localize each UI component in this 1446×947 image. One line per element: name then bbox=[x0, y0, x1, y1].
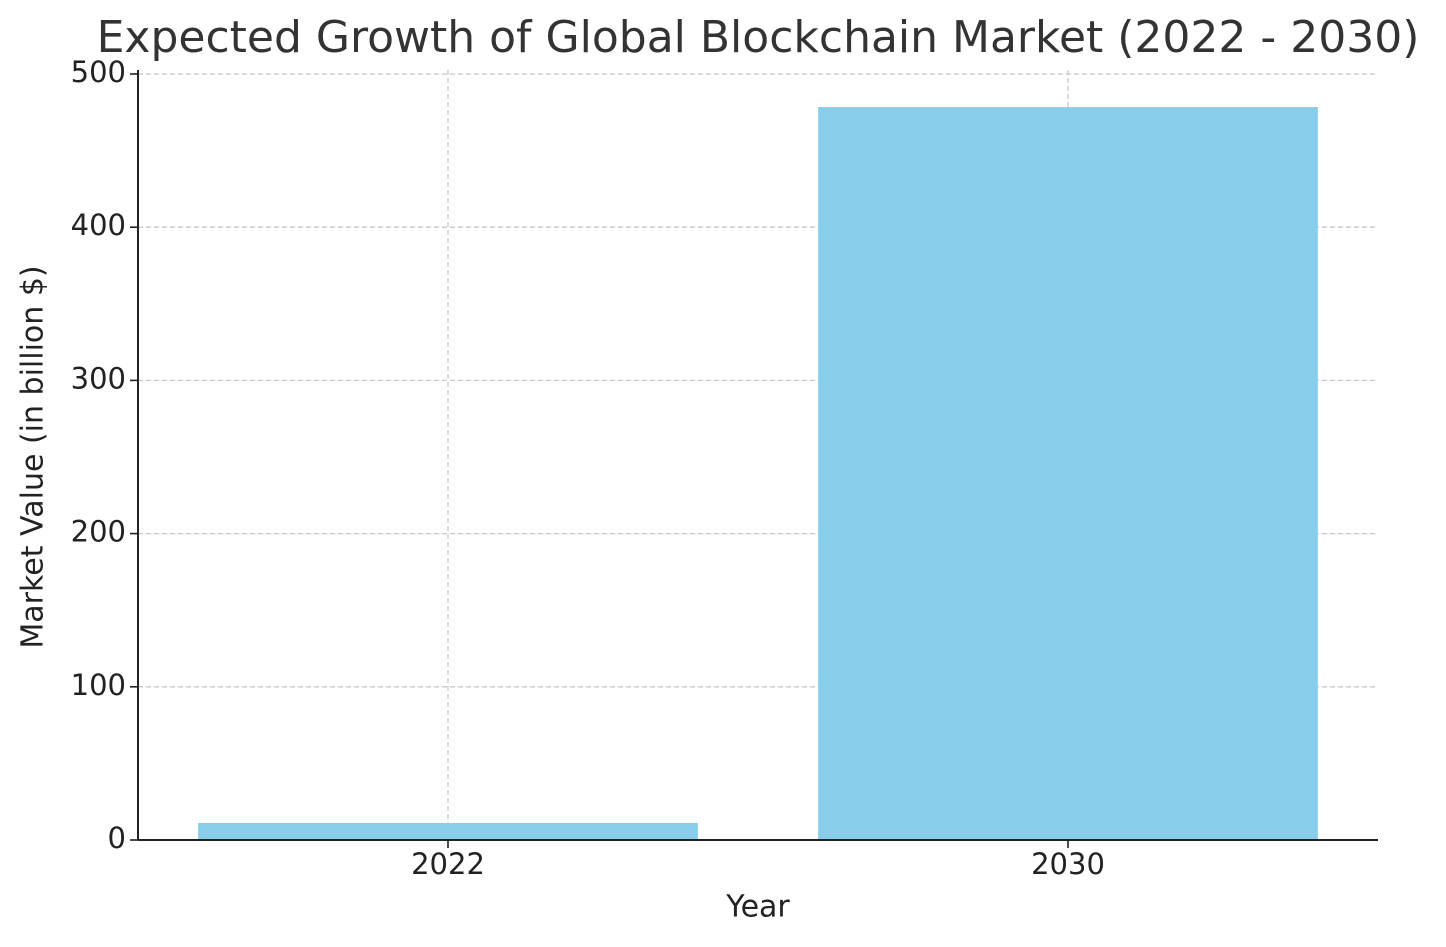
x-axis-label: Year bbox=[725, 890, 790, 925]
y-tick-label: 300 bbox=[71, 361, 126, 395]
y-tick-label: 200 bbox=[71, 515, 126, 549]
bar bbox=[818, 107, 1318, 841]
x-tick-label: 2022 bbox=[411, 847, 485, 881]
y-tick-label: 100 bbox=[71, 668, 126, 702]
y-tick-label: 500 bbox=[71, 55, 126, 89]
chart-title: Expected Growth of Global Blockchain Mar… bbox=[97, 12, 1420, 63]
bar bbox=[198, 822, 698, 840]
y-tick-label: 400 bbox=[71, 208, 126, 242]
x-tick-label: 2030 bbox=[1031, 847, 1105, 881]
y-tick-label: 0 bbox=[108, 821, 126, 855]
y-axis-label: Market Value (in billion $) bbox=[16, 265, 51, 648]
